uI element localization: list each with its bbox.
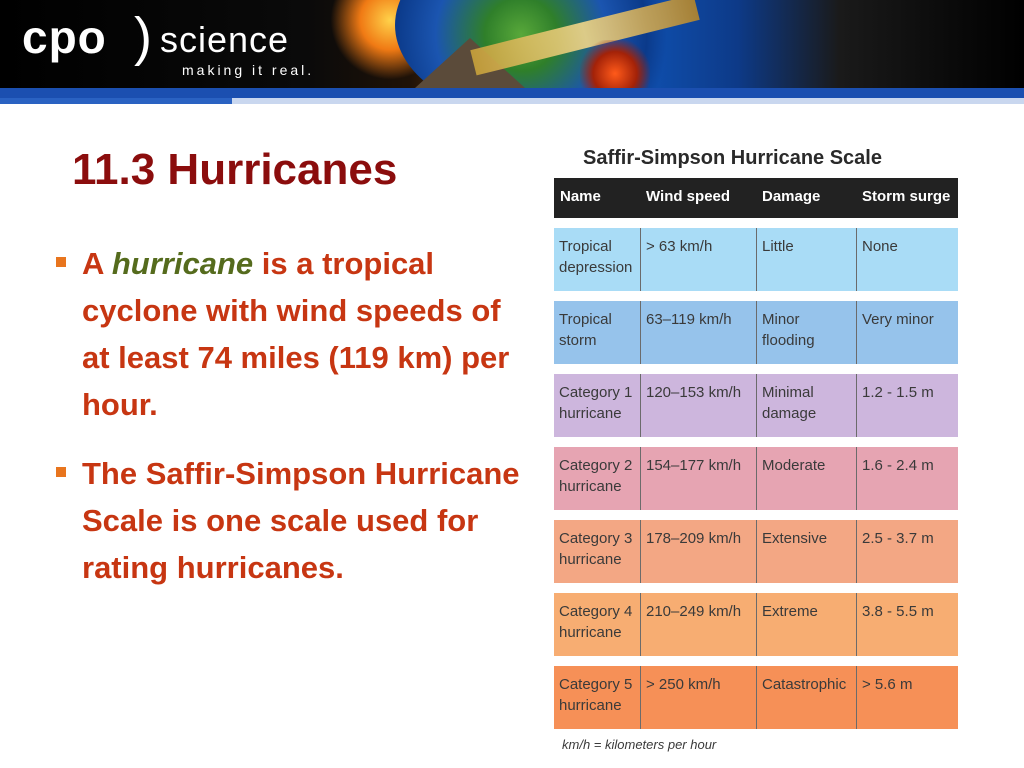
- header-banner: cpo ) science making it real.: [0, 0, 1024, 88]
- cell-damage: Little: [756, 228, 856, 291]
- table-row: Category 5 hurricane > 250 km/h Catastroph…: [554, 666, 958, 729]
- cell-storm-surge: 1.2 - 1.5 m: [856, 374, 958, 437]
- logo-paren: ): [134, 7, 152, 67]
- banner-volcano-graphic: [580, 40, 650, 88]
- column-header-damage: Damage: [762, 188, 821, 205]
- cell-wind-speed: > 63 km/h: [640, 228, 756, 291]
- cell-name: Tropical depression: [559, 238, 633, 276]
- logo-science: science: [160, 19, 290, 60]
- cell-damage: Extreme: [756, 593, 856, 656]
- cell-damage: Minimal damage: [756, 374, 856, 437]
- table-row: Category 2 hurricane 154–177 km/h Moderate…: [554, 447, 958, 510]
- table-title: Saffir-Simpson Hurricane Scale: [583, 147, 882, 169]
- header-divider: [0, 88, 1024, 98]
- header-subdivider: [0, 98, 1024, 104]
- cell-storm-surge: 1.6 - 2.4 m: [856, 447, 958, 510]
- table-row: Category 4 hurricane 210–249 km/h Extreme 3…: [554, 593, 958, 656]
- cell-name: Category 1 hurricane: [559, 384, 633, 422]
- table-row: Tropical depression > 63 km/h Little None: [554, 228, 958, 291]
- cell-wind-speed: 210–249 km/h: [640, 593, 756, 656]
- cell-wind-speed: 120–153 km/h: [640, 374, 756, 437]
- table-header-row: Name Wind speed Damage Storm surge: [554, 178, 958, 218]
- column-header-name: Name: [560, 188, 601, 205]
- cell-wind-speed: 154–177 km/h: [640, 447, 756, 510]
- table-row: Category 1 hurricane 120–153 km/h Minimal …: [554, 374, 958, 437]
- bullet-term: hurricane: [111, 246, 254, 281]
- square-bullet-icon: [56, 467, 66, 477]
- cell-storm-surge: 3.8 - 5.5 m: [856, 593, 958, 656]
- cell-storm-surge: > 5.6 m: [856, 666, 958, 729]
- bullet-text-before: A: [82, 246, 112, 281]
- cell-name: Category 5 hurricane: [559, 676, 633, 714]
- bullet-item: A hurricane is a tropical cyclone with w…: [56, 240, 526, 428]
- bullet-text: The Saffir-Simpson Hurricane Scale is on…: [82, 456, 520, 585]
- header-accent-bar: [0, 98, 232, 104]
- cell-name: Category 2 hurricane: [559, 457, 633, 495]
- column-header-surge: Storm surge: [862, 188, 951, 205]
- bullet-text-after: is a tropical cyclone with wind speeds o…: [82, 246, 510, 422]
- table-body: Tropical depression > 63 km/h Little None Tr…: [554, 228, 958, 729]
- cell-storm-surge: 2.5 - 3.7 m: [856, 520, 958, 583]
- cell-damage: Moderate: [756, 447, 856, 510]
- table-row: Category 3 hurricane 178–209 km/h Extensiv…: [554, 520, 958, 583]
- cell-wind-speed: 63–119 km/h: [640, 301, 756, 364]
- cell-damage: Minor flooding: [756, 301, 856, 364]
- column-header-wind: Wind speed: [646, 188, 731, 205]
- cell-wind-speed: > 250 km/h: [640, 666, 756, 729]
- table-row: Tropical storm 63–119 km/h Minor flooding V…: [554, 301, 958, 364]
- cell-name: Category 4 hurricane: [559, 603, 633, 641]
- cell-name: Tropical storm: [559, 311, 612, 349]
- bullet-item: The Saffir-Simpson Hurricane Scale is on…: [56, 450, 526, 591]
- bullet-list: A hurricane is a tropical cyclone with w…: [56, 240, 526, 591]
- cell-storm-surge: None: [856, 228, 958, 291]
- saffir-simpson-table: Name Wind speed Damage Storm surge Tropi…: [554, 178, 958, 729]
- logo-cpo: cpo: [22, 11, 107, 63]
- cell-storm-surge: Very minor: [856, 301, 958, 364]
- cell-damage: Catastrophic: [756, 666, 856, 729]
- table-footnote: km/h = kilometers per hour: [562, 737, 717, 752]
- slide-title: 11.3 Hurricanes: [72, 145, 398, 194]
- square-bullet-icon: [56, 257, 66, 267]
- cell-name: Category 3 hurricane: [559, 530, 633, 568]
- cell-damage: Extensive: [756, 520, 856, 583]
- cell-wind-speed: 178–209 km/h: [640, 520, 756, 583]
- logo-tagline: making it real.: [182, 62, 315, 78]
